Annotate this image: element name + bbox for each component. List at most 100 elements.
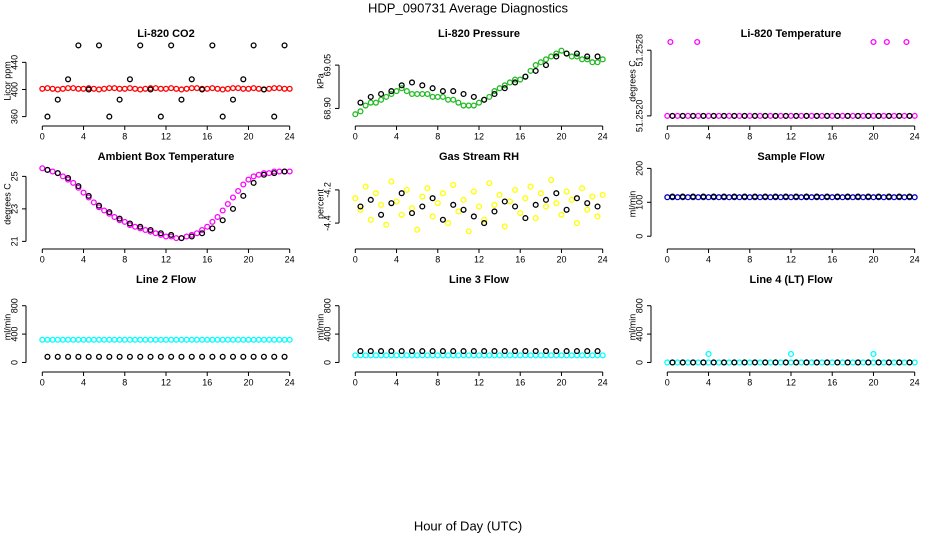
data-point (126, 220, 133, 227)
data-point (434, 352, 441, 359)
data-point (162, 85, 170, 92)
x-tick-label: 4 (394, 254, 399, 264)
data-point (173, 336, 180, 343)
data-point (147, 353, 154, 360)
data-point (229, 336, 237, 343)
data-point (204, 223, 211, 230)
data-point (199, 353, 206, 360)
data-point (558, 211, 565, 218)
data-point (798, 112, 805, 119)
data-point (450, 348, 457, 355)
data-point (584, 56, 591, 63)
data-point (684, 112, 691, 119)
data-point (860, 194, 867, 201)
data-point (434, 93, 441, 100)
data-point (250, 173, 257, 180)
data-point (142, 226, 149, 234)
data-point (162, 336, 170, 343)
data-point (491, 88, 498, 95)
data-point (501, 198, 508, 205)
panel-title: Gas Stream RH (439, 151, 519, 163)
data-point (281, 168, 288, 175)
data-point (75, 85, 82, 92)
data-point (229, 353, 237, 360)
data-point (111, 213, 118, 221)
x-tick-label: 24 (285, 377, 295, 387)
data-point (414, 226, 421, 233)
data-point (209, 42, 216, 49)
data-point (542, 348, 550, 355)
data-point (398, 190, 405, 197)
data-point (736, 359, 743, 366)
data-point (891, 359, 898, 366)
x-tick-label: 8 (747, 377, 752, 387)
data-point (599, 56, 606, 63)
data-point (75, 183, 82, 190)
data-point (674, 112, 681, 119)
data-point (168, 85, 175, 92)
data-point (741, 359, 748, 366)
data-point (116, 85, 123, 92)
data-point (152, 336, 159, 343)
data-point (178, 235, 185, 242)
data-point (137, 42, 144, 49)
data-point (568, 352, 575, 359)
data-point (378, 348, 385, 355)
data-point (813, 359, 820, 366)
data-point (700, 112, 707, 119)
data-point (132, 85, 139, 92)
data-point (419, 82, 426, 89)
data-point (865, 193, 872, 200)
data-point (260, 353, 267, 360)
data-point (204, 336, 211, 343)
data-point (690, 193, 697, 200)
data-point (465, 228, 472, 235)
data-point (906, 112, 913, 119)
x-tick-label: 20 (243, 254, 253, 264)
x-tick-label: 24 (598, 131, 608, 141)
data-point (357, 108, 364, 115)
data-point (839, 359, 846, 366)
x-tick-label: 8 (435, 254, 440, 264)
panel-title: Sample Flow (757, 151, 825, 163)
y-tick-label: 400 (322, 327, 332, 342)
data-point (214, 213, 221, 221)
data-point (751, 193, 758, 200)
data-point (911, 194, 918, 201)
data-point (885, 359, 892, 366)
data-point (726, 112, 733, 119)
data-point (501, 223, 508, 230)
data-point (266, 170, 273, 177)
data-point (378, 96, 385, 103)
x-tick-label: 20 (243, 377, 253, 387)
data-point (517, 76, 524, 83)
data-point (772, 359, 779, 366)
data-point (475, 99, 483, 106)
data-point (357, 99, 364, 106)
x-tick-label: 8 (435, 131, 440, 141)
data-point (679, 193, 686, 200)
data-point (424, 352, 431, 359)
data-point (715, 194, 722, 201)
data-point (537, 190, 544, 197)
data-point (403, 186, 410, 193)
panel-title: Ambient Box Temperature (98, 151, 235, 163)
data-point (798, 359, 805, 366)
data-point (741, 112, 748, 119)
data-point (65, 85, 72, 92)
data-point (824, 359, 831, 366)
data-point (168, 353, 175, 360)
data-point (844, 193, 851, 200)
data-point (824, 112, 831, 119)
data-point (589, 193, 596, 200)
data-point (762, 112, 769, 119)
data-point (240, 192, 247, 199)
data-point (85, 336, 92, 343)
data-point (664, 359, 671, 366)
y-tick-label: -4.2 (322, 182, 332, 198)
data-point (157, 336, 164, 343)
x-tick-label: 4 (81, 131, 86, 141)
data-point (101, 336, 108, 343)
data-point (896, 359, 903, 366)
data-point (875, 193, 882, 200)
